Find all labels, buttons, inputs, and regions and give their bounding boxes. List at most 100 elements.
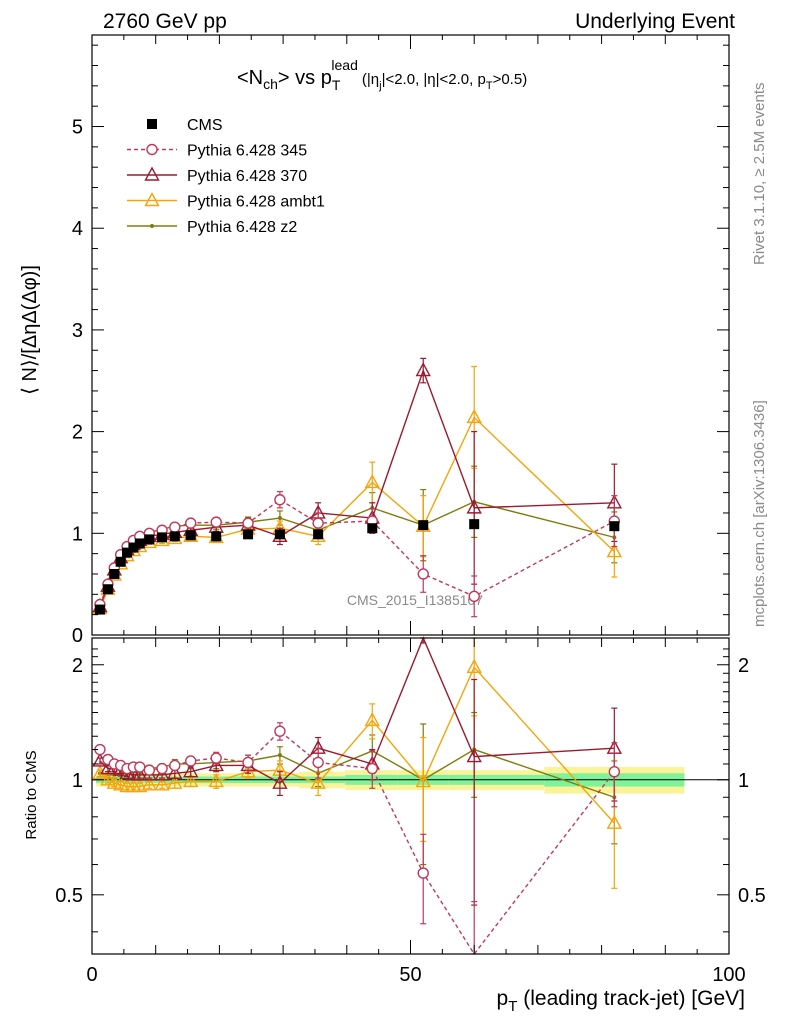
main-point-cms xyxy=(134,538,145,549)
main-point-cms xyxy=(367,523,378,534)
main-point-pythia-6-428-345 xyxy=(169,521,181,533)
ratio-point-pythia-6-428-370 xyxy=(183,763,199,778)
header-right: Underlying Event xyxy=(575,10,735,33)
ratio-point-pythia-6-428-ambt1 xyxy=(364,711,380,727)
main-point-cms xyxy=(128,542,139,553)
legend-label-pythia-6-428-ambt1: Pythia 6.428 ambt1 xyxy=(187,194,325,211)
main-ytick-label: 2 xyxy=(72,422,83,444)
main-line-pythia-6-428-345 xyxy=(99,498,615,605)
ratio-ytick-label-left: 0.5 xyxy=(55,885,83,907)
side-label-top: Rivet 3.1.10, ≥ 2.5M events xyxy=(751,83,768,266)
main-point-pythia-6-428-ambt1 xyxy=(364,473,380,489)
main-ytick-label: 3 xyxy=(72,320,83,342)
ratio-point-pythia-6-428-345 xyxy=(608,765,621,778)
ratio-point-pythia-6-428-370 xyxy=(167,764,183,779)
ratio-ytick-label-right: 0.5 xyxy=(738,885,766,907)
main-point-pythia-6-428-345 xyxy=(210,516,222,528)
ratio-ytick-label-left: 2 xyxy=(72,655,83,677)
plot-title: <Nch> vs pTlead(|ηj|<2.0, |η|<2.0, pT>0.… xyxy=(237,57,527,93)
ratio-xtick-label: 0 xyxy=(86,964,97,986)
ratio-point-pythia-6-428-345 xyxy=(143,764,156,776)
ratio-point-pythia-6-428-ambt1 xyxy=(141,776,158,791)
main-point-cms xyxy=(102,584,113,595)
plot-title-cuts: (|η xyxy=(362,71,379,88)
main-point-cms xyxy=(169,531,180,542)
ratio-point-pythia-6-428-ambt1 xyxy=(466,658,482,673)
ratio-point-pythia-6-428-ambt1 xyxy=(183,772,199,788)
plot-title-cuts-sub1: j xyxy=(378,80,381,92)
side-label-bottom: mcplots.cern.ch [arXiv:1306.3436] xyxy=(751,400,768,627)
legend-label-pythia-6-428-370: Pythia 6.428 370 xyxy=(187,168,307,185)
main-point-pythia-6-428-370 xyxy=(466,499,482,514)
main-point-cms xyxy=(157,532,168,543)
ratio-point-pythia-6-428-370 xyxy=(154,766,170,781)
main-point-cms xyxy=(185,530,196,541)
main-point-pythia-6-428-370 xyxy=(415,362,431,377)
legend: CMS Pythia 6.428 345 Pythia 6.428 370 Pythi… xyxy=(127,117,325,236)
main-point-cms xyxy=(211,531,222,542)
ratio-point-pythia-6-428-345 xyxy=(366,762,378,775)
ratio-point-pythia-6-428-345 xyxy=(210,752,222,764)
ratio-point-pythia-6-428-z2 xyxy=(277,753,282,758)
main-point-cms xyxy=(469,519,480,530)
main-ytick-label: 4 xyxy=(72,218,83,240)
legend-marker-pythia-6-428-370 xyxy=(144,166,160,181)
ratio-ytick-label-right: 1 xyxy=(738,770,749,792)
ratio-data-layer xyxy=(92,636,623,956)
plot-title-p-sup: lead xyxy=(331,57,357,73)
ratio-point-pythia-6-428-ambt1 xyxy=(154,776,170,791)
legend-marker-pythia-6-428-z2 xyxy=(150,224,154,228)
ratio-point-pythia-6-428-370 xyxy=(132,766,148,781)
main-point-cms xyxy=(609,521,620,532)
ratio-point-pythia-6-428-345 xyxy=(312,756,324,769)
ratio-point-pythia-6-428-370 xyxy=(466,748,482,763)
plot-title-main: <N xyxy=(237,67,263,89)
ratio-xlabel: pT (leading track-jet) [GeV] xyxy=(497,987,745,1015)
ratio-point-pythia-6-428-ambt1 xyxy=(208,772,224,788)
xlabel-rest: (leading track-jet) [GeV] xyxy=(517,987,745,1010)
legend-label-cms: CMS xyxy=(187,117,223,134)
xlabel-sub: T xyxy=(508,998,517,1015)
main-point-pythia-6-428-345 xyxy=(242,517,254,529)
main-point-cms xyxy=(115,556,126,567)
main-point-cms xyxy=(144,534,155,545)
plot-title-cuts3: >0.5) xyxy=(493,71,528,88)
main-point-pythia-6-428-345 xyxy=(417,568,429,580)
main-line-pythia-6-428-ambt1 xyxy=(99,416,615,609)
ratio-point-pythia-6-428-ambt1 xyxy=(415,772,431,788)
main-point-cms xyxy=(243,529,254,540)
main-point-cms xyxy=(122,547,133,558)
plot-title-cuts2: |<2.0, |η|<2.0, p xyxy=(382,71,486,88)
ratio-point-pythia-6-428-ambt1 xyxy=(92,764,108,779)
ratio-point-pythia-6-428-345 xyxy=(134,761,146,773)
main-grid-layer xyxy=(92,357,623,618)
ratio-point-pythia-6-428-345 xyxy=(242,756,254,769)
legend-label-pythia-6-428-345: Pythia 6.428 345 xyxy=(187,143,307,160)
main-ytick-label: 5 xyxy=(72,117,83,139)
ratio-ytick-label-left: 1 xyxy=(72,770,83,792)
watermark: CMS_2015_I1385107 xyxy=(347,592,483,608)
ratio-point-pythia-6-428-370 xyxy=(272,774,288,789)
ratio-point-pythia-6-428-ambt1 xyxy=(132,778,148,793)
ratio-point-pythia-6-428-370 xyxy=(208,757,224,772)
ratio-point-pythia-6-428-ambt1 xyxy=(606,814,623,829)
main-point-cms xyxy=(94,604,105,615)
main-ytick-label: 0 xyxy=(72,625,83,647)
main-point-cms xyxy=(274,529,285,540)
ratio-point-pythia-6-428-ambt1 xyxy=(310,774,326,789)
main-point-pythia-6-428-345 xyxy=(468,590,480,603)
ratio-xtick-label: 100 xyxy=(712,964,745,986)
main-point-pythia-6-428-345 xyxy=(274,494,286,506)
main-point-cms xyxy=(109,568,120,579)
ratio-point-pythia-6-428-ambt1 xyxy=(100,771,116,786)
main-point-pythia-6-428-z2 xyxy=(277,516,282,521)
header-left: 2760 GeV pp xyxy=(103,10,227,33)
ratio-ylabel: Ratio to CMS xyxy=(23,750,40,839)
legend-marker-cms xyxy=(147,119,157,129)
ratio-point-pythia-6-428-345 xyxy=(274,725,286,737)
ratio-line-pythia-6-428-ambt1 xyxy=(99,666,615,824)
ratio-frame xyxy=(91,637,730,955)
main-point-pythia-6-428-ambt1 xyxy=(606,543,623,558)
